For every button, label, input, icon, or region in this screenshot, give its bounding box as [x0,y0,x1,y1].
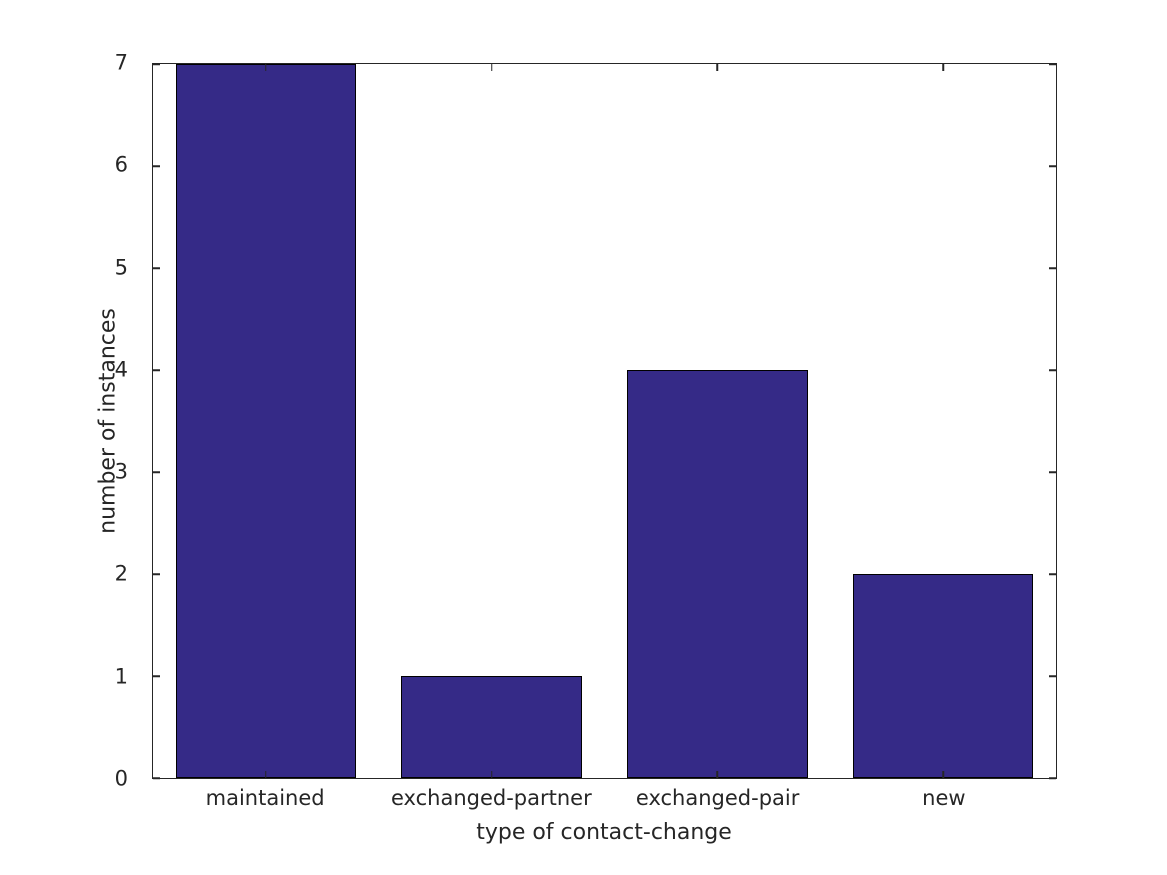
x-tick-top [942,64,944,71]
y-tick-left [153,63,160,65]
x-tick-label: maintained [205,786,325,810]
y-tick-right [1049,267,1056,269]
y-tick-right [1049,63,1056,65]
x-tick-bottom [490,771,493,778]
x-tick-top [716,64,719,71]
y-axis-label: number of instances [95,308,121,534]
x-tick-label: exchanged-pair [635,786,800,810]
x-axis-label: type of contact-change [476,820,732,845]
y-tick-label: 1 [114,664,128,689]
y-tick-right [1049,165,1056,167]
x-tick-label: exchanged-partner [391,786,592,810]
y-tick-labels: 0 1 2 3 4 5 6 7 [0,52,140,789]
y-tick-label: 0 [114,766,128,791]
y-tick-left [153,471,160,473]
y-tick-right [1049,369,1056,371]
x-tick-top [490,64,493,71]
y-tick-label: 3 [114,459,128,484]
y-tick-label: 2 [114,561,128,586]
bar-exchanged-partner [401,676,582,778]
y-tick-label: 5 [114,255,128,280]
x-tick-top [265,64,267,71]
y-tick-label: 6 [114,152,128,177]
ticks-layer [153,63,1056,779]
y-tick-right [1049,675,1056,677]
x-tick-bottom [716,771,719,778]
x-tick-bottom [942,771,944,778]
y-tick-label: 7 [114,50,128,75]
y-tick-left [153,573,160,575]
y-tick-left [153,369,160,371]
y-tick-right [1049,471,1056,473]
y-tick-left [153,165,160,167]
y-tick-left [153,777,160,779]
y-tick-left [153,267,160,269]
bar-new [852,574,1034,778]
x-tick-bottom [265,771,267,778]
x-tick-label: new [922,786,966,810]
y-tick-left [153,675,160,677]
y-tick-right [1049,573,1056,575]
x-tick-labels: maintained exchanged-partner exchanged-pai… [152,788,1057,818]
y-tick-right [1049,777,1056,779]
y-tick-label: 4 [114,357,128,382]
plot-area [152,63,1057,779]
bar-maintained [175,64,357,778]
